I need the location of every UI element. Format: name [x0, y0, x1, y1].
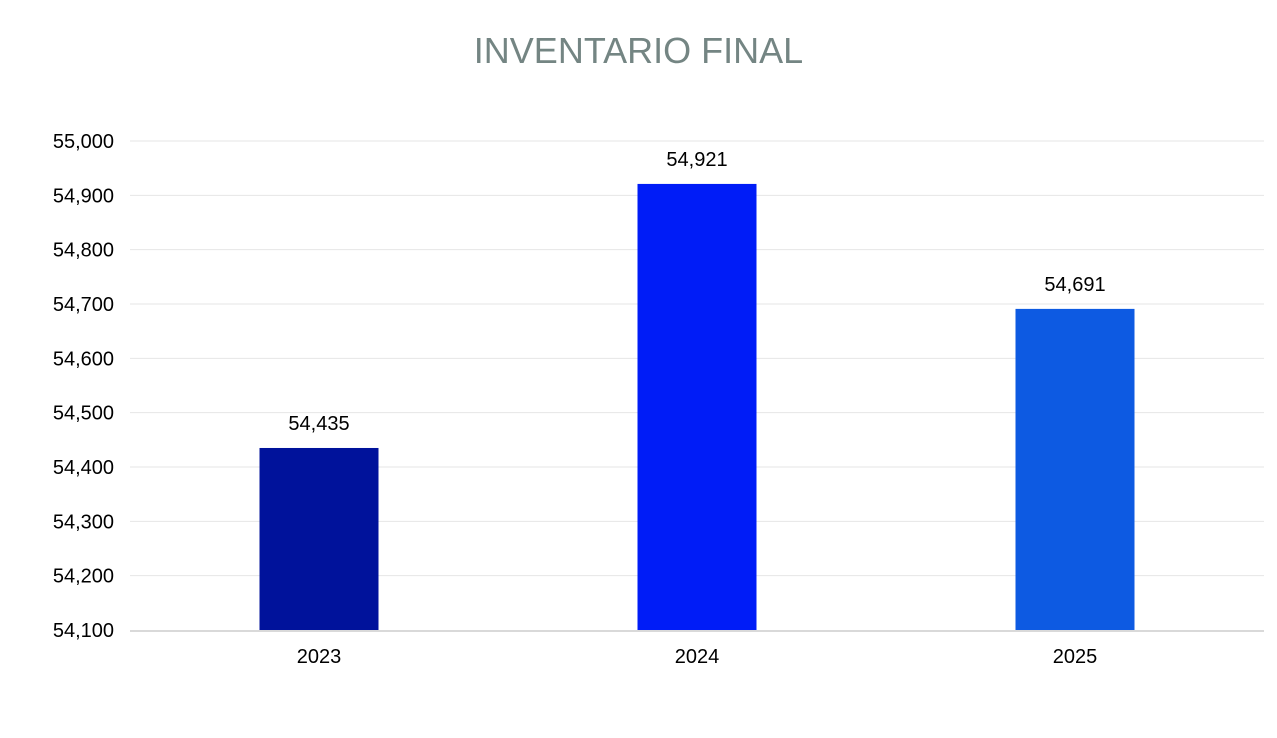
- y-tick-label: 54,500: [53, 403, 114, 425]
- y-tick-label: 54,900: [53, 185, 114, 207]
- data-label-2025: 54,691: [1044, 274, 1105, 296]
- y-tick-label: 54,400: [53, 457, 114, 479]
- y-tick-label: 54,100: [53, 620, 114, 642]
- x-tick-label-2023: 2023: [297, 646, 342, 668]
- chart-title: INVENTARIO FINAL: [473, 30, 804, 71]
- x-axis-tick-labels: 2023 2024 2025: [297, 646, 1098, 668]
- bar-2025: [1015, 308, 1135, 630]
- x-tick-label-2024: 2024: [675, 646, 720, 668]
- y-axis-tick-labels: 54,100 54,200 54,300 54,400 54,500 54,600 54,7…: [53, 131, 114, 642]
- data-label-2024: 54,921: [666, 149, 727, 171]
- data-labels: 54,435 54,921 54,691: [288, 149, 1105, 435]
- bars: [259, 183, 1135, 630]
- y-tick-label: 54,600: [53, 348, 114, 370]
- x-tick-label-2025: 2025: [1053, 646, 1098, 668]
- y-tick-label: 54,200: [53, 566, 114, 588]
- y-tick-label: 55,000: [53, 131, 114, 153]
- bar-2023: [259, 447, 379, 630]
- y-tick-label: 54,300: [53, 511, 114, 533]
- y-tick-label: 54,700: [53, 294, 114, 316]
- y-tick-label: 54,800: [53, 240, 114, 262]
- bar-2024: [637, 183, 757, 630]
- data-label-2023: 54,435: [288, 413, 349, 435]
